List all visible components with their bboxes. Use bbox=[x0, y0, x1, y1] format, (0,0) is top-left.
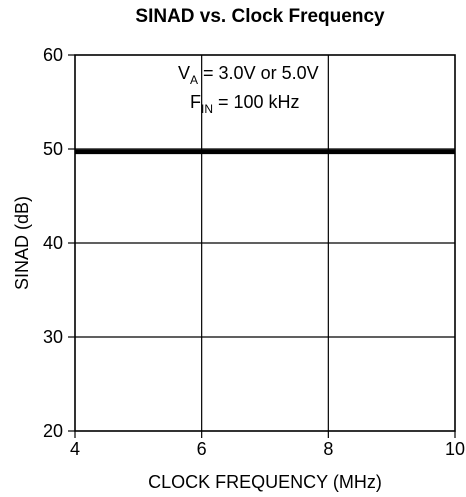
x-axis-label: CLOCK FREQUENCY (MHz) bbox=[148, 472, 382, 492]
y-tick-label: 40 bbox=[43, 233, 63, 253]
x-tick-label: 6 bbox=[197, 439, 207, 459]
y-tick-label: 60 bbox=[43, 45, 63, 65]
y-tick-label: 50 bbox=[43, 139, 63, 159]
y-axis-label: SINAD (dB) bbox=[12, 196, 32, 290]
x-tick-label: 4 bbox=[70, 439, 80, 459]
y-tick-label: 20 bbox=[43, 421, 63, 441]
annotation-line-1: VA = 3.0V or 5.0V bbox=[178, 63, 319, 87]
x-tick-label: 10 bbox=[445, 439, 465, 459]
y-tick-labels: 20 30 40 50 60 bbox=[43, 45, 75, 441]
grid-lines bbox=[75, 55, 455, 431]
x-tick-label: 8 bbox=[323, 439, 333, 459]
x-tick-labels: 4 6 8 10 bbox=[70, 431, 465, 459]
y-tick-label: 30 bbox=[43, 327, 63, 347]
chart-title: SINAD vs. Clock Frequency bbox=[135, 6, 385, 27]
annotation-line-2: FIN = 100 kHz bbox=[190, 92, 300, 116]
annotation: VA = 3.0V or 5.0V FIN = 100 kHz bbox=[178, 63, 319, 116]
